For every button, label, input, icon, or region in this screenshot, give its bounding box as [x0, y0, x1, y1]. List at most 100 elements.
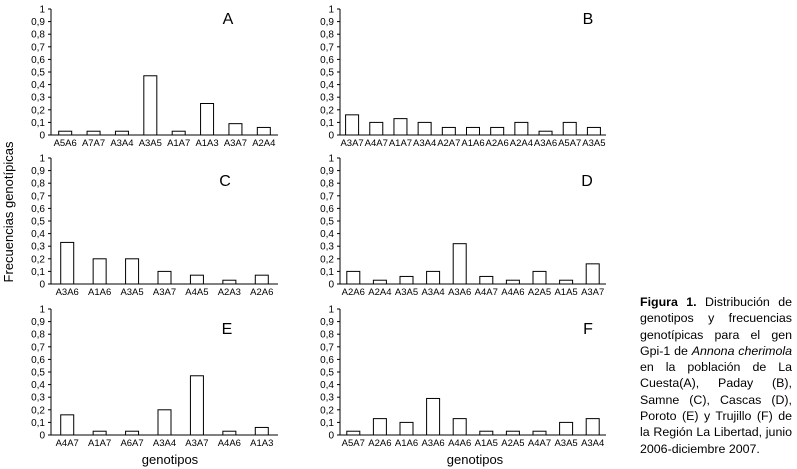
panel-c-y-tick-label: 0,5	[31, 217, 45, 228]
panel-a-y-tick-label: 0,2	[31, 105, 45, 116]
panel-d-category-label: A3A4	[421, 287, 444, 298]
panel-a-bar	[86, 130, 101, 136]
panel-d-title: D	[581, 173, 593, 190]
panel-f-bar	[399, 421, 414, 436]
panel-f-title: F	[583, 321, 593, 338]
figure-caption: Figura 1. Distribución de genotipos y fr…	[640, 294, 792, 457]
panel-d-y-tick-label: 0,6	[320, 204, 334, 215]
caption-label: Figura 1.	[640, 295, 697, 309]
panel-e-y-tick-label: 0	[39, 431, 45, 442]
panel-c-category-label: A3A6	[56, 287, 79, 298]
panel-f-category-label: A4A6	[448, 438, 471, 449]
panel-c-y-tick-label: 0	[39, 280, 45, 291]
panel-a-category-label: A2A4	[252, 138, 275, 149]
panel-d-bar	[532, 270, 547, 285]
panel-b-bar	[441, 126, 456, 136]
panel-c-bar	[254, 274, 269, 285]
panel-b-y-tick-label: 0,4	[320, 80, 334, 91]
panel-e-y-tick-label: 0,8	[31, 330, 45, 341]
panel-a-category-label: A5A6	[54, 138, 77, 149]
panel-d-y-tick-label: 0,3	[320, 242, 334, 253]
panel-f-bar	[479, 430, 494, 436]
panel-d-y-tick-label: 0,8	[320, 179, 334, 190]
panel-b-title: B	[583, 11, 594, 28]
panel-e-category-label: A3A7	[185, 438, 208, 449]
panel-e-y-tick-label: 0,5	[31, 368, 45, 379]
x-axis-title-right: genotipos	[447, 452, 504, 467]
panel-f-category-label: A2A6	[368, 438, 391, 449]
panel-e-bar	[125, 430, 140, 436]
panel-d-y-tick-label: 0	[328, 280, 334, 291]
panel-c-title: C	[219, 173, 231, 190]
panel-c-y-tick-label: 0,2	[31, 254, 45, 265]
panel-e-bar	[254, 426, 269, 436]
panel-b-y-tick-label: 0,7	[320, 42, 334, 53]
panel-f-y-tick-label: 0,7	[320, 342, 334, 353]
panel-a-y-tick-label: 0,6	[31, 55, 45, 66]
panel-b-bar	[466, 126, 480, 136]
panel-e-category-label: A4A6	[218, 438, 241, 449]
panel-a-category-label: A3A4	[110, 138, 133, 149]
panel-a-bar	[171, 130, 186, 136]
panel-d-bar	[372, 279, 387, 285]
panel-c-y-tick-label: 0,7	[31, 191, 45, 202]
panel-d-y-tick-label: 0,5	[320, 217, 334, 228]
panel-e-category-label: A1A7	[88, 438, 111, 449]
panel-c-y-tick-label: 0,8	[31, 179, 45, 190]
caption-text-1: Distribución de genotipos y frecuencias …	[640, 295, 792, 358]
panel-c-category-label: A3A7	[153, 287, 176, 298]
x-axis-title-left: genotipos	[142, 452, 199, 467]
panel-a-y-tick-label: 0,7	[31, 42, 45, 53]
panel-e-category-label: A4A7	[56, 438, 79, 449]
panel-a-y-tick-label: 0	[39, 131, 45, 142]
panel-c-y-tick-label: 0,9	[31, 166, 45, 177]
panel-a-title: A	[223, 11, 234, 28]
panel-c-y-tick-label: 0,6	[31, 204, 45, 215]
panel-c-y-tick-label: 0,3	[31, 242, 45, 253]
panel-e-y-tick-label: 0,4	[31, 380, 45, 391]
panel-b-category-label: A1A7	[389, 138, 412, 149]
panel-c-y-tick-label: 0,1	[31, 267, 45, 278]
panel-a-bar	[143, 75, 158, 136]
panel-b-y-tick-label: 0,3	[320, 93, 334, 104]
panel-d-bar	[399, 275, 414, 285]
panel-a-category-label: A3A7	[224, 138, 247, 149]
panel-e-y-tick-label: 0,2	[31, 405, 45, 416]
panel-f-bar	[585, 418, 600, 436]
panel-a-category-label: A7A7	[82, 138, 105, 149]
panel-f-category-label: A5A7	[342, 438, 365, 449]
panel-a-y-tick-label: 0,1	[31, 118, 45, 129]
panel-f-y-tick-label: 0,6	[320, 355, 334, 366]
panel-f-bar	[346, 430, 361, 436]
panel-e-y-tick-label: 0,9	[31, 317, 45, 328]
panel-f-bar	[426, 397, 441, 436]
panel-a-y-tick-label: 0,5	[31, 68, 45, 79]
panel-f-y-tick-label: 0,5	[320, 368, 334, 379]
panel-b-y-tick-label: 0,5	[320, 68, 334, 79]
panel-e-bar	[189, 375, 204, 436]
panel-b-y-tick-label: 0,6	[320, 55, 334, 66]
panel-e-y-tick-label: 0,3	[31, 393, 45, 404]
panel-d-category-label: A2A6	[342, 287, 365, 298]
panel-b-category-label: A3A4	[413, 138, 436, 149]
panel-e-title: E	[222, 321, 233, 338]
panel-c-y-tick-label: 1	[39, 154, 45, 165]
panel-d-bar	[426, 270, 441, 285]
panel-d-category-label: A3A7	[581, 287, 604, 298]
caption-text-2: en la población de La Cuesta(A), Paday (…	[640, 360, 792, 456]
panel-d-bar	[559, 279, 574, 285]
panel-d-category-label: A4A6	[501, 287, 524, 298]
panel-f-y-tick-label: 0,2	[320, 405, 334, 416]
panel-a-y-tick-label: 0,4	[31, 80, 45, 91]
panel-f-bar	[559, 421, 574, 436]
panel-e-category-label: A3A4	[153, 438, 176, 449]
panel-c-category-label: A3A5	[120, 287, 143, 298]
panel-f-bar	[532, 430, 547, 436]
panel-f-y-tick-label: 0	[328, 431, 334, 442]
panel-c-bar	[60, 241, 75, 285]
panel-b-category-label: A3A5	[582, 138, 605, 149]
y-axis-title: Frecuencias genotípicas	[1, 141, 16, 282]
panel-f-bar	[452, 418, 467, 436]
panel-d-bar	[346, 270, 361, 285]
panel-d-bar	[479, 275, 494, 285]
